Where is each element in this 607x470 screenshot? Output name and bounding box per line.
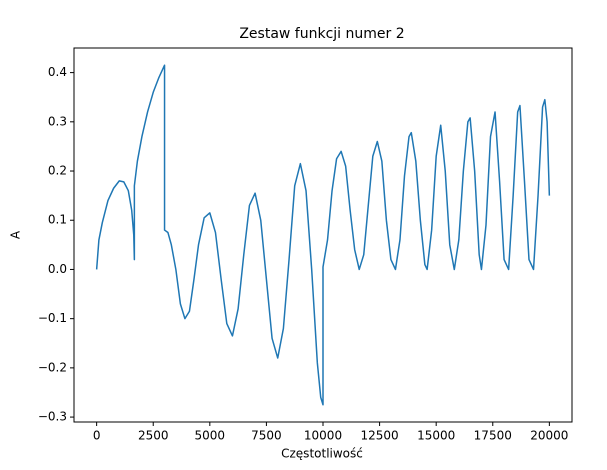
y-tick-label: −0.2 [38, 360, 67, 374]
data-line [95, 64, 551, 406]
x-tick-label: 0 [93, 429, 101, 443]
y-tick-label: 0.0 [48, 262, 67, 276]
y-tick-label: 0.1 [48, 213, 67, 227]
x-tick-label: 17500 [474, 429, 512, 443]
x-tick-label: 15000 [417, 429, 455, 443]
y-tick-label: 0.4 [48, 65, 67, 79]
chart-title: Zestaw funkcji numer 2 [239, 26, 404, 42]
x-tick-label: 20000 [530, 429, 568, 443]
x-axis-label: Częstotliwość [281, 447, 363, 461]
x-tick-label: 5000 [195, 429, 226, 443]
y-tick-label: 0.2 [48, 164, 67, 178]
x-tick-label: 7500 [251, 429, 282, 443]
x-tick-label: 2500 [138, 429, 169, 443]
y-tick-label: −0.3 [38, 410, 67, 424]
y-tick-label: −0.1 [38, 311, 67, 325]
y-tick-label: 0.3 [48, 114, 67, 128]
x-tick-label: 12500 [360, 429, 398, 443]
x-tick-label: 10000 [304, 429, 342, 443]
y-axis-label: A [9, 230, 23, 239]
